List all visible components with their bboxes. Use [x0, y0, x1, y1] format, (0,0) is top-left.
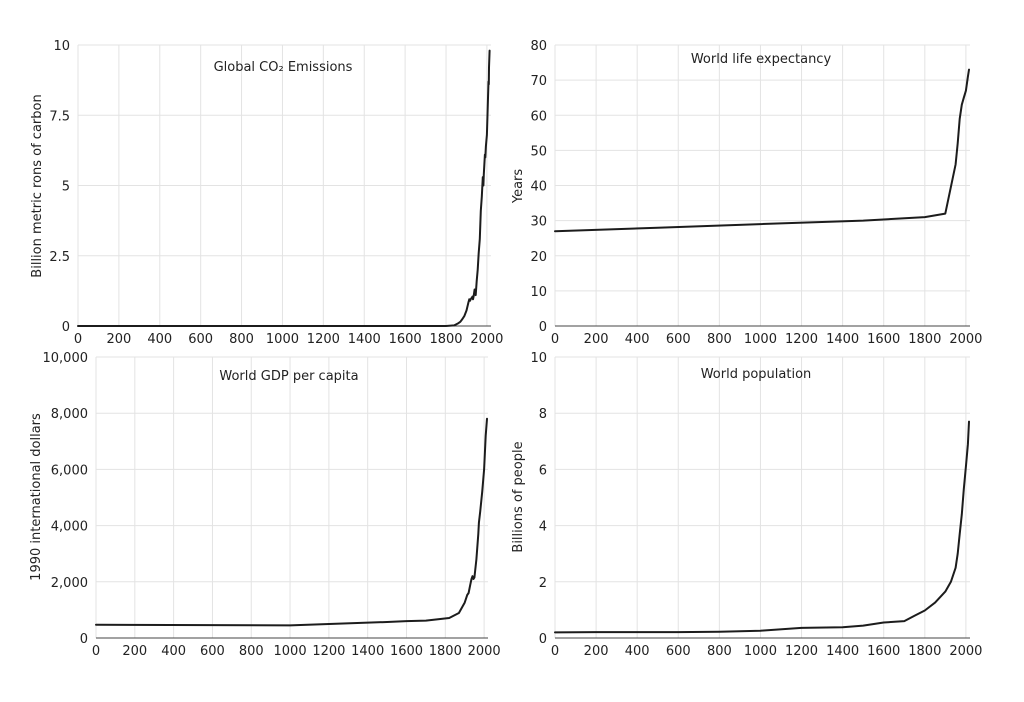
y-tick-label: 60: [530, 109, 547, 124]
y-tick-label: 0: [62, 320, 70, 335]
x-tick-label: 800: [229, 332, 254, 347]
co2-emissions-chart: Billion metric rons of carbon Global CO₂…: [30, 39, 503, 347]
chart-title: World life expectancy: [691, 52, 832, 67]
y-tick-label: 8: [539, 407, 547, 422]
x-tick-label: 1200: [785, 332, 818, 347]
gdp-per-capita-chart: 1990 international dollars World GDP per…: [29, 351, 501, 659]
y-tick-label: 2.5: [49, 250, 70, 265]
y-tick-label: 4: [539, 520, 547, 535]
x-tick-label: 2000: [949, 644, 982, 659]
y-tick-label: 80: [530, 39, 547, 54]
gridlines: [554, 356, 970, 639]
x-tick-label: 1800: [908, 644, 941, 659]
x-tick-label: 2000: [470, 332, 503, 347]
x-tick-label: 800: [707, 644, 732, 659]
x-tick-label: 1400: [348, 332, 381, 347]
y-tick-label: 10: [530, 285, 547, 300]
x-tick-label: 400: [625, 332, 650, 347]
chart-title: Global CO₂ Emissions: [214, 60, 353, 75]
x-tick-label: 1400: [826, 644, 859, 659]
gridlines: [554, 44, 970, 327]
series-line: [554, 420, 970, 634]
x-tick-label: 1800: [429, 332, 462, 347]
series-line: [77, 49, 491, 327]
x-tick-label: 1800: [429, 644, 462, 659]
y-axis-label: Billions of people: [511, 441, 526, 552]
x-tick-label: 800: [707, 332, 732, 347]
y-tick-label: 6,000: [51, 463, 88, 478]
x-tick-label: 1200: [312, 644, 345, 659]
x-tick-label: 1600: [867, 644, 900, 659]
x-tick-label: 1400: [351, 644, 384, 659]
y-tick-label: 4,000: [51, 520, 88, 535]
x-tick-label: 1800: [908, 332, 941, 347]
y-axis-label: Billion metric rons of carbon: [30, 94, 45, 277]
x-tick-label: 400: [625, 644, 650, 659]
y-tick-label: 0: [539, 632, 547, 647]
chart-title: World GDP per capita: [219, 369, 358, 384]
x-tick-label: 200: [584, 332, 609, 347]
x-tick-label: 0: [551, 332, 559, 347]
chart-title: World population: [701, 367, 812, 382]
y-tick-label: 10: [530, 351, 547, 366]
x-tick-label: 200: [584, 644, 609, 659]
x-tick-label: 1200: [785, 644, 818, 659]
x-tick-label: 1200: [307, 332, 340, 347]
x-tick-label: 1000: [274, 644, 307, 659]
x-tick-label: 1000: [744, 644, 777, 659]
y-tick-label: 30: [530, 215, 547, 230]
x-tick-label: 1400: [826, 332, 859, 347]
gridlines: [95, 356, 488, 639]
x-tick-label: 0: [551, 644, 559, 659]
x-tick-label: 800: [239, 644, 264, 659]
x-tick-label: 0: [92, 644, 100, 659]
x-tick-label: 2000: [949, 332, 982, 347]
x-tick-label: 0: [74, 332, 82, 347]
x-tick-label: 1600: [390, 644, 423, 659]
x-tick-label: 600: [666, 644, 691, 659]
y-tick-label: 50: [530, 144, 547, 159]
y-tick-label: 70: [530, 74, 547, 89]
series-line: [95, 417, 488, 627]
y-tick-label: 6: [539, 463, 547, 478]
y-axis-label: 1990 international dollars: [29, 413, 44, 581]
x-tick-label: 1600: [389, 332, 422, 347]
y-tick-label: 2: [539, 576, 547, 591]
y-tick-label: 10: [53, 39, 70, 54]
gridlines: [77, 44, 491, 327]
y-tick-label: 10,000: [43, 351, 89, 366]
series-line: [554, 68, 970, 233]
x-tick-label: 200: [106, 332, 131, 347]
x-tick-label: 600: [188, 332, 213, 347]
life-expectancy-chart: Years World life expectancy 0 200 400 600 80…: [511, 39, 982, 347]
y-tick-label: 7.5: [49, 109, 70, 124]
y-tick-label: 0: [539, 320, 547, 335]
x-tick-label: 600: [200, 644, 225, 659]
x-tick-label: 400: [161, 644, 186, 659]
x-tick-label: 400: [147, 332, 172, 347]
x-tick-label: 1000: [744, 332, 777, 347]
y-tick-label: 0: [80, 632, 88, 647]
y-tick-label: 20: [530, 250, 547, 265]
x-tick-label: 2000: [468, 644, 501, 659]
population-chart: Billions of people World population 0 200…: [511, 351, 982, 659]
x-tick-label: 200: [122, 644, 147, 659]
y-tick-label: 8,000: [51, 407, 88, 422]
x-tick-label: 1600: [867, 332, 900, 347]
x-tick-label: 600: [666, 332, 691, 347]
y-tick-label: 5: [62, 180, 70, 195]
y-tick-label: 40: [530, 180, 547, 195]
y-tick-label: 2,000: [51, 576, 88, 591]
x-tick-label: 1000: [266, 332, 299, 347]
y-axis-label: Years: [511, 169, 526, 205]
